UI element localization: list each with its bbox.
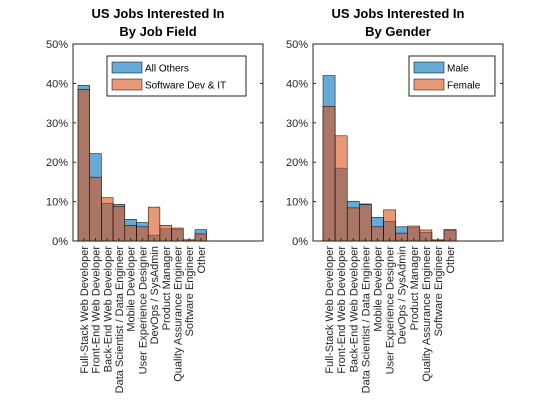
bar-series2 [112, 206, 126, 242]
y-tick-label: 30% [46, 118, 68, 130]
y-tick-label: 0% [52, 236, 68, 248]
y-tick-label: 40% [46, 78, 68, 90]
y-tick-label: 20% [46, 157, 68, 169]
category-label: Mobile Developer [372, 246, 384, 332]
bar-series2 [334, 135, 348, 242]
category-label: DevOps / SysAdmin [397, 246, 409, 344]
bar-series2 [147, 206, 161, 242]
legend-label: Female [447, 81, 481, 92]
chart-title-line1: US Jobs Interested In [92, 6, 225, 21]
category-label: Data Scientist / Data Engineer [114, 246, 126, 394]
bar-series2 [383, 209, 396, 242]
y-tick-label: 50% [286, 39, 308, 51]
legend: Male Female [408, 55, 496, 97]
plot-area: 0% 10% 20% 30% 40% 50% Full-Stack Web Develope… [46, 39, 264, 394]
category-label: Software Engineer [433, 246, 445, 337]
bar-series2 [89, 176, 102, 242]
y-tick-label: 0% [292, 236, 308, 248]
category-label: Other [196, 246, 208, 274]
category-label: Front-End Web Developer [336, 246, 348, 374]
chart-job-field: US Jobs Interested In By Job Field 0% 10%… [46, 6, 264, 394]
legend-label: Software Dev & IT [145, 81, 226, 92]
bar-series2 [359, 204, 372, 242]
legend-swatch [413, 78, 445, 91]
y-tick-label: 40% [286, 78, 308, 90]
category-label: Software Engineer [184, 246, 196, 337]
category-label: Full-Stack Web Developer [79, 246, 91, 374]
legend-swatch [111, 61, 143, 74]
bar-series2 [77, 89, 90, 242]
category-label: User Experience Designer [385, 246, 397, 375]
category-label: Other [445, 246, 457, 274]
y-tick-label: 10% [46, 197, 68, 209]
category-label: Product Manager [409, 246, 421, 331]
legend-swatch [111, 78, 143, 91]
legend-swatch [413, 61, 445, 74]
category-label: Mobile Developer [126, 246, 138, 332]
category-label: Front-End Web Developer [91, 246, 103, 374]
y-tick-label: 50% [46, 39, 68, 51]
category-label: Product Manager [161, 246, 173, 331]
y-tick-label: 20% [286, 157, 308, 169]
category-label: Quality Assurance Engineer [172, 246, 184, 382]
category-label: DevOps / SysAdmin [149, 246, 161, 344]
category-label: Quality Assurance Engineer [421, 246, 433, 382]
plot-area: 0% 10% 20% 30% 40% 50% Full-Stack Web Develope… [286, 39, 504, 394]
legend: All Others Software Dev & IT [106, 55, 247, 97]
chart-title-line1: US Jobs Interested In [332, 6, 465, 21]
y-tick-label: 30% [286, 118, 308, 130]
category-label: Back-End Web Developer [348, 246, 360, 373]
category-label: Data Scientist / Data Engineer [360, 246, 372, 394]
category-label: Back-End Web Developer [102, 246, 114, 373]
chart-title-line2: By Job Field [119, 24, 196, 39]
legend-label: Male [447, 64, 469, 75]
bar-series2 [346, 207, 360, 242]
chart-gender: US Jobs Interested In By Gender 0% 10% 20%… [286, 6, 504, 394]
y-tick-label: 10% [286, 197, 308, 209]
bar-series2 [101, 197, 114, 242]
category-label: User Experience Designer [137, 246, 149, 375]
chart-title-line2: By Gender [365, 24, 431, 39]
bar-series2 [322, 106, 336, 242]
category-label: Full-Stack Web Developer [324, 246, 336, 374]
legend-label: All Others [145, 64, 189, 75]
